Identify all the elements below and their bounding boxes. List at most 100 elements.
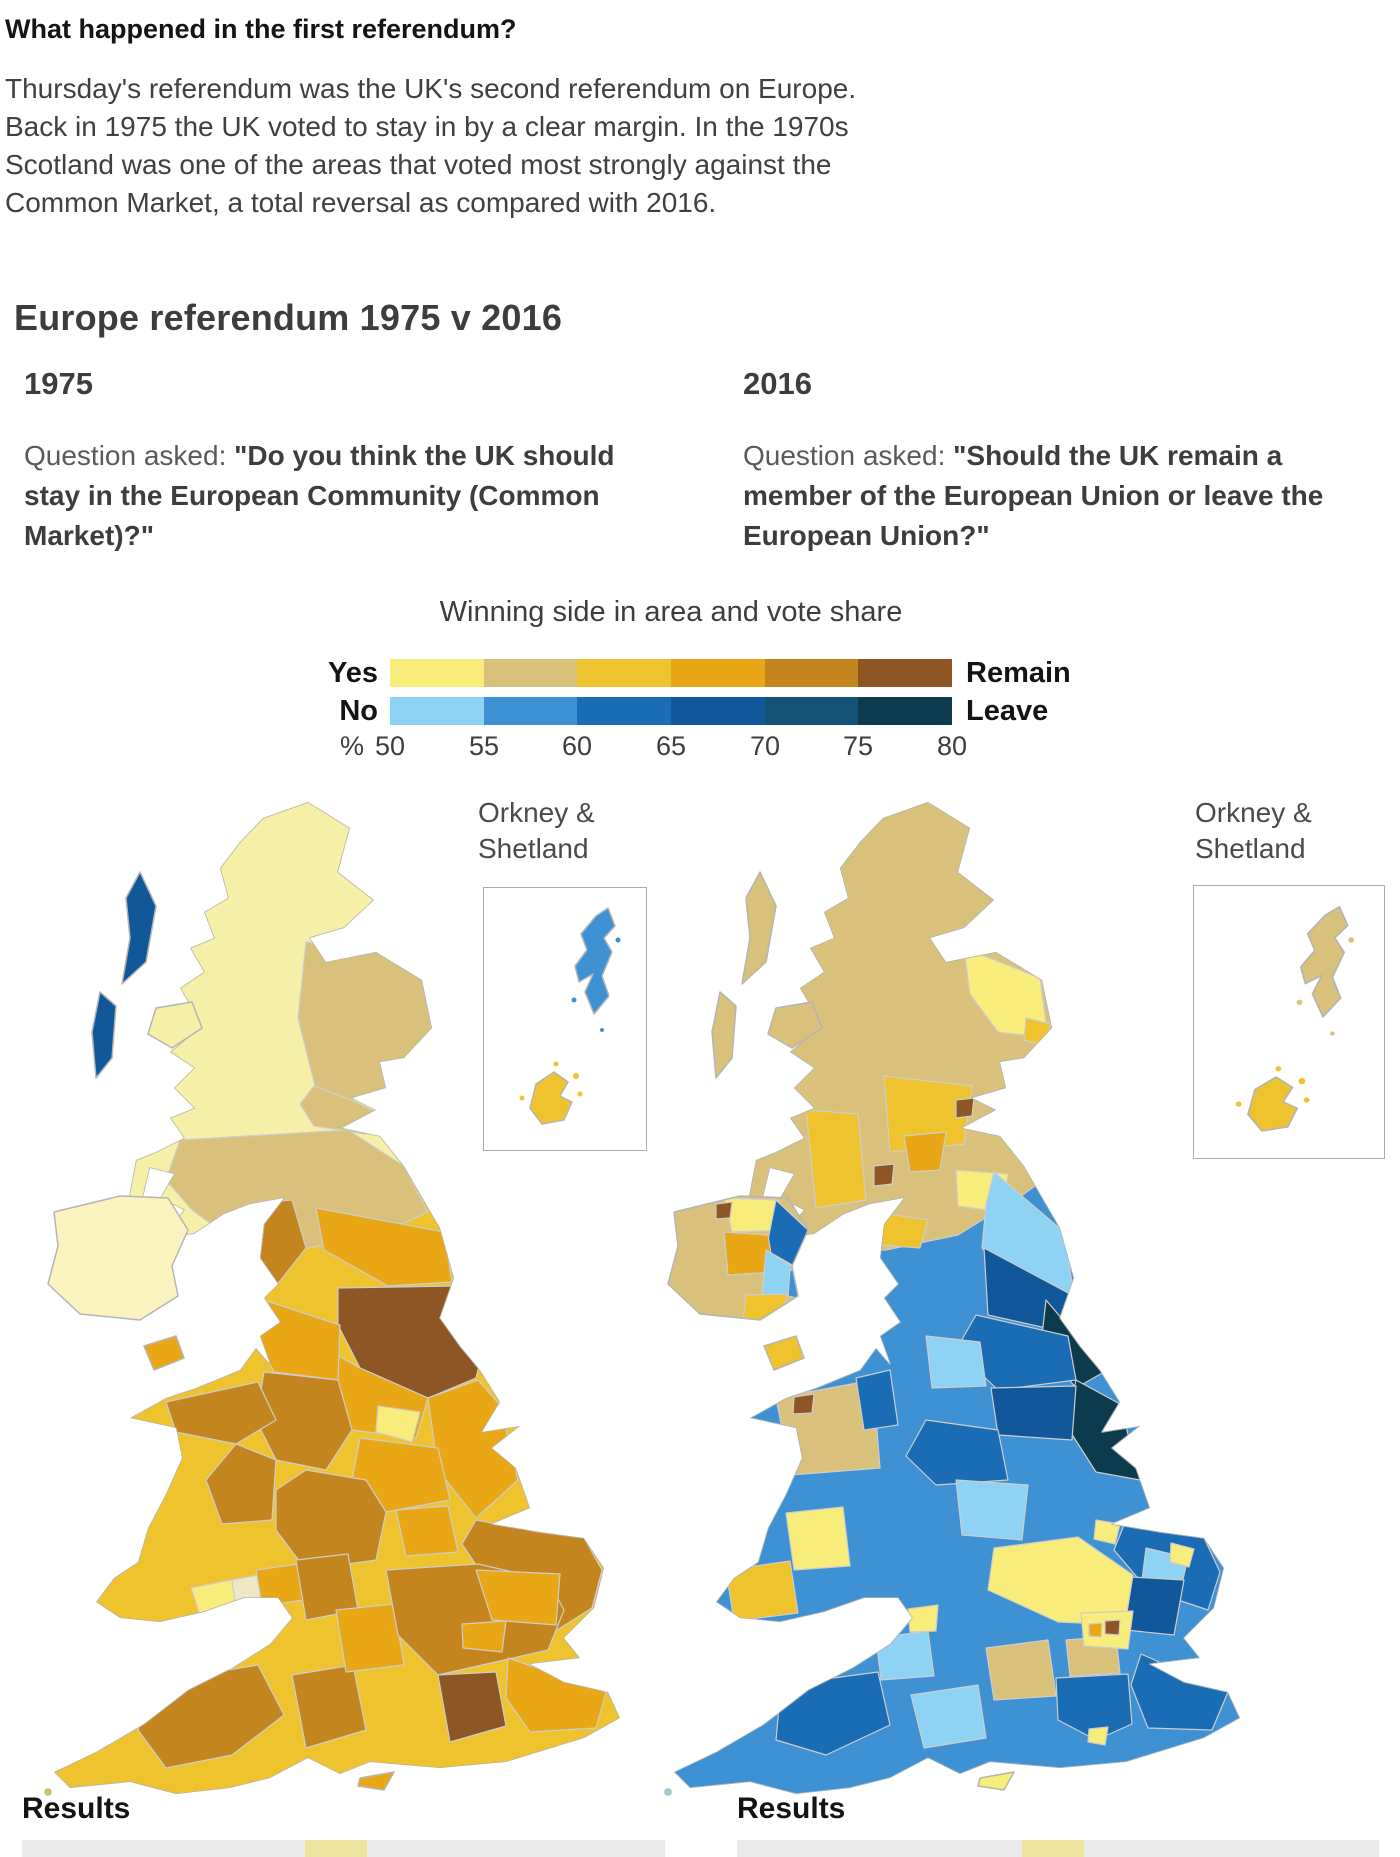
inset-svg-1975 — [519, 907, 621, 1125]
region-isle-of-wight — [357, 1771, 395, 1791]
question-prefix: Question asked: — [743, 440, 954, 471]
region — [855, 1369, 899, 1431]
region-isle-of-wight — [977, 1771, 1015, 1791]
region — [741, 1293, 789, 1320]
legend-swatch-no-70-75 — [764, 697, 859, 725]
region — [985, 1639, 1057, 1701]
legend-title: Winning side in area and vote share — [439, 596, 903, 628]
islet — [615, 937, 621, 943]
region — [297, 941, 433, 1101]
region-western-isles — [121, 871, 157, 985]
inset-map-1975 — [483, 887, 647, 1151]
results-bar-2016 — [737, 1840, 1379, 1857]
legend-swatch-no-60-65 — [577, 697, 672, 725]
legend-tick-50: 50 — [374, 731, 406, 761]
region — [395, 1505, 459, 1557]
legend-label-no: No — [339, 695, 378, 727]
legend-tick-55: 55 — [468, 731, 500, 761]
inset-label-line2: Shetland — [478, 833, 589, 864]
inset-svg-2016 — [1235, 905, 1355, 1132]
question-prefix: Question asked: — [24, 440, 235, 471]
panel-year-2016: 2016 — [743, 366, 812, 401]
region — [1130, 1653, 1229, 1731]
question-2016: Question asked: "Should the UK remain a … — [743, 436, 1388, 556]
legend-tick-70: 70 — [749, 731, 781, 761]
islet — [571, 997, 577, 1003]
region — [715, 1201, 733, 1220]
legend-tick-65: 65 — [655, 731, 687, 761]
region-london — [461, 1620, 507, 1653]
region — [725, 1560, 799, 1622]
region — [291, 1664, 367, 1749]
region — [925, 1335, 987, 1389]
region — [963, 947, 1049, 1039]
legend-swatch-yes-60-65 — [577, 659, 672, 687]
panel-year-1975: 1975 — [24, 366, 93, 401]
islet — [1348, 937, 1355, 943]
inset-label-line2: Shetland — [1195, 833, 1306, 864]
islet — [600, 1028, 604, 1032]
islet — [1298, 1078, 1306, 1085]
results-bar-accent — [305, 1840, 367, 1857]
region-shetland — [1299, 905, 1349, 1018]
region — [955, 1097, 975, 1119]
results-bar-accent — [1022, 1840, 1084, 1857]
legend-swatch-no-55-60 — [483, 697, 578, 725]
legend-swatch-yes-70-75 — [764, 659, 859, 687]
region — [873, 1163, 895, 1187]
islet — [1330, 1031, 1335, 1036]
legend-swatch-yes-65-70 — [671, 659, 765, 687]
region — [955, 1479, 1029, 1541]
region — [205, 1443, 277, 1525]
region-scilly — [664, 1788, 672, 1796]
region — [1088, 1622, 1103, 1638]
region-northern-ireland — [47, 1195, 189, 1321]
islet — [519, 1095, 525, 1101]
coastline-northern-ireland — [667, 1195, 809, 1321]
inset-label-line1: Orkney & — [1195, 797, 1312, 828]
results-bar-1975 — [22, 1840, 665, 1857]
region — [875, 1630, 935, 1681]
region — [785, 1506, 851, 1571]
region — [907, 1604, 939, 1633]
islet — [1303, 1097, 1310, 1103]
inset-label-1975: Orkney & Shetland — [478, 795, 595, 867]
region-western-isles — [711, 991, 737, 1079]
legend-label-leave: Leave — [966, 695, 1049, 727]
region — [335, 1603, 405, 1673]
region-scilly — [44, 1788, 52, 1796]
question-text: "Should the UK remain a member of the Eu… — [743, 440, 1324, 551]
results-heading-2016: Results — [737, 1792, 846, 1825]
region — [1104, 1619, 1121, 1636]
region-orkney — [1247, 1076, 1299, 1132]
islet — [1296, 999, 1303, 1005]
region — [1169, 1542, 1195, 1568]
legend-bar-yes — [390, 659, 953, 687]
region — [437, 1671, 507, 1743]
choropleth-map-2016 — [664, 802, 1240, 1796]
legend-label-yes: Yes — [328, 657, 378, 689]
legend-tick-60: 60 — [561, 731, 593, 761]
region — [315, 1207, 453, 1287]
region — [1055, 1673, 1133, 1741]
inset-label-line1: Orkney & — [478, 797, 595, 828]
region-orkney — [529, 1071, 573, 1125]
article-paragraph: Thursday's referendum was the UK's secon… — [5, 73, 857, 218]
region — [883, 1075, 973, 1153]
region — [1087, 1726, 1109, 1746]
region — [990, 1385, 1077, 1441]
region — [375, 1405, 421, 1443]
islet — [1235, 1101, 1242, 1107]
question-text: "Do you think the UK should stay in the … — [24, 440, 615, 551]
legend-bar-no — [390, 697, 953, 725]
region-shetland — [574, 907, 616, 1015]
region-western-isles — [741, 871, 777, 985]
region-skye — [147, 1001, 203, 1049]
region — [903, 1131, 947, 1173]
region — [910, 1684, 987, 1749]
legend-unit: % — [339, 731, 364, 761]
inset-map-2016 — [1193, 885, 1385, 1159]
region — [1093, 1519, 1121, 1545]
legend-swatch-yes-50-55 — [390, 659, 484, 687]
